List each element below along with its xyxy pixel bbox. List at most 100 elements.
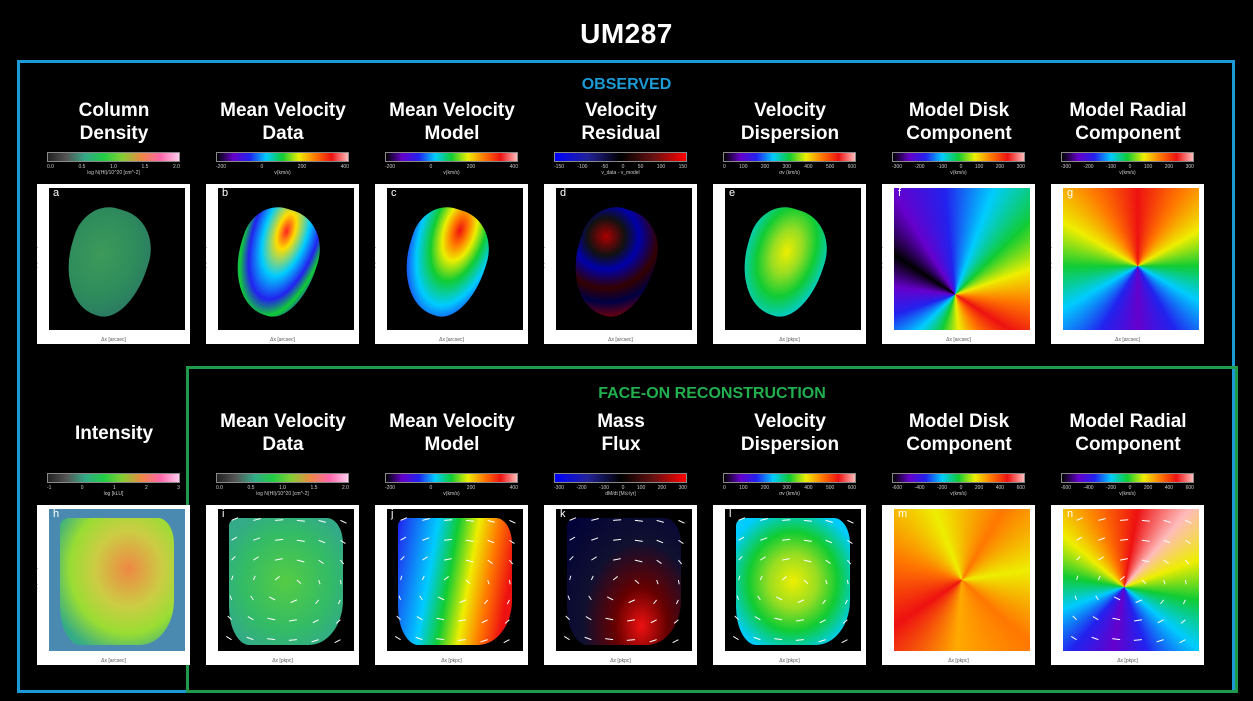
x-axis-label: Δx [arcsec] <box>608 337 633 343</box>
flow-arrow <box>508 579 511 585</box>
colorbar-f <box>892 152 1025 162</box>
flow-arrow <box>231 555 236 561</box>
panel-title-line2: Component <box>1075 434 1181 455</box>
panel-title-line1: Intensity <box>74 423 154 444</box>
flow-arrow <box>1095 595 1099 601</box>
flow-arrow <box>247 616 254 621</box>
observed-label: OBSERVED <box>581 76 672 93</box>
colorbar-tick: 50 <box>637 164 644 170</box>
flow-arrow <box>465 559 474 563</box>
flow-arrow <box>396 615 401 621</box>
flow-arrow <box>1120 558 1128 561</box>
colorbar-tick: 100 <box>656 164 666 170</box>
y-axis-label: Δy [arcsec] <box>206 247 207 272</box>
flow-arrow <box>274 576 280 581</box>
flow-arrow <box>590 575 594 581</box>
flow-arrow <box>678 539 684 545</box>
emission-region <box>566 517 682 646</box>
flow-arrow <box>569 555 574 561</box>
colorbar-c <box>385 152 518 162</box>
flow-arrow <box>253 537 261 541</box>
panel-title-line1: Mean Velocity <box>220 100 346 121</box>
flow-arrow <box>1120 519 1129 521</box>
colorbar-tick: 100 <box>739 485 748 491</box>
flow-arrow <box>288 639 297 641</box>
flow-arrow <box>509 559 514 565</box>
colorbar-tick: 400 <box>804 485 813 491</box>
flow-arrow <box>250 595 254 601</box>
flow-arrow <box>480 639 488 643</box>
panel-title-line1: Model Disk <box>908 411 1010 432</box>
colorbar-tick: 1 <box>112 485 116 491</box>
map-panel-k: kΔx [pkpc]Δy [pkpc] <box>544 505 697 665</box>
flow-arrow <box>760 518 768 521</box>
flow-arrow <box>231 536 238 541</box>
colorbar-tick: -100 <box>937 164 948 170</box>
flow-arrow <box>444 558 452 561</box>
colorbar-tick: -150 <box>554 164 565 170</box>
emission-region <box>59 517 175 646</box>
flow-arrow <box>759 575 763 581</box>
flow-arrow <box>656 539 664 544</box>
colorbar-tick: 3 <box>177 485 180 491</box>
flow-arrow <box>487 559 493 564</box>
flow-arrow <box>825 579 828 585</box>
x-axis-label: Δx [pkpc] <box>948 658 969 664</box>
flow-arrow <box>797 599 805 604</box>
colorbar-tick: 400 <box>509 485 518 491</box>
map-panel-b: b Δx [arcsec] Δy [arcsec] <box>206 184 359 344</box>
flow-arrow <box>400 575 403 581</box>
flow-arrow <box>1092 616 1099 621</box>
colorbar-tick: 1.5 <box>310 485 318 491</box>
colorbar-tick: 0 <box>429 485 433 491</box>
map-plot-area <box>387 509 523 651</box>
flow-arrow <box>847 559 852 565</box>
panel-title-line1: Mean Velocity <box>389 100 515 121</box>
colorbar-unit-k: dM/dt [M⊙/yr] <box>605 491 636 497</box>
map-panel-i: iΔx [pkpc]Δy [pkpc] <box>206 505 359 665</box>
panel-letter: h <box>53 508 60 520</box>
panel-letter: j <box>391 508 394 520</box>
flow-arrow <box>1163 539 1171 544</box>
colorbar-tick: -600 <box>1061 485 1072 491</box>
map-plot-area <box>1063 509 1199 651</box>
colorbar-tick: -200 <box>937 485 948 491</box>
colorbar-tick: -200 <box>385 164 396 170</box>
flow-arrow <box>339 579 342 585</box>
flow-arrow <box>246 636 254 641</box>
panel-letter: n <box>1067 508 1074 520</box>
colorbar-tick: 300 <box>782 485 791 491</box>
flow-arrow <box>738 555 743 561</box>
colorbar-tick: 300 <box>1185 164 1194 170</box>
flow-arrow <box>225 635 232 641</box>
panel-title-line1: Velocity <box>754 100 826 121</box>
colorbar-tick: 2.0 <box>173 164 180 170</box>
flow-arrow <box>484 599 489 605</box>
panel-letter: l <box>729 508 732 520</box>
colorbar-ticks-k: -300 -200 -100 0 100 200 300 <box>554 485 687 491</box>
colorbar-tick: 0 <box>723 485 726 491</box>
colorbar-tick: -50 <box>600 164 609 170</box>
colorbar-m <box>892 473 1025 483</box>
flow-arrow <box>782 519 791 521</box>
map-plot-area <box>387 188 523 330</box>
flow-arrow <box>569 575 572 581</box>
flow-arrow <box>634 579 640 585</box>
colorbar-tick: 0 <box>959 485 963 491</box>
flow-arrow <box>400 517 408 521</box>
flow-arrow <box>803 519 812 522</box>
panel-title-line2: Dispersion <box>740 434 840 455</box>
panel-title-line1: Model Radial <box>1069 411 1187 432</box>
panel-title-j: Mean Velocity Model <box>367 410 537 456</box>
flow-arrow <box>757 595 761 601</box>
colorbar-tick: -200 <box>1106 485 1117 491</box>
flow-arrow <box>1072 615 1077 621</box>
flow-arrow <box>825 519 833 523</box>
panel-letter: m <box>898 508 908 520</box>
colorbar-tick: 600 <box>847 164 856 170</box>
panel-title-b: Mean Velocity Data <box>198 99 368 145</box>
flow-arrow <box>1157 619 1164 624</box>
flow-arrow <box>781 576 787 581</box>
map-panel-m: mΔx [pkpc]Δy [pkpc] <box>882 505 1035 665</box>
colorbar-tick: 200 <box>760 164 770 170</box>
